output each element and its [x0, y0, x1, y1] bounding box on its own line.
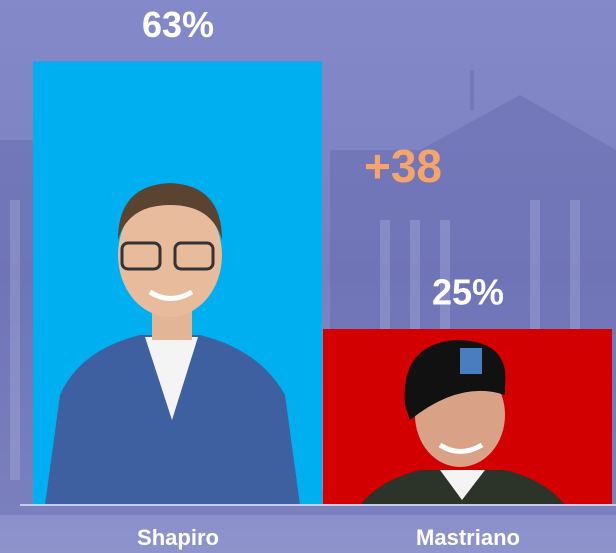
portrait-mastriano: [360, 340, 565, 505]
value-label: 63%: [142, 4, 214, 45]
portrait-shapiro: [45, 183, 300, 505]
value-label: 25%: [432, 272, 504, 313]
category-label: Mastriano: [416, 525, 520, 550]
category-label: Shapiro: [137, 525, 219, 550]
difference-annotation: +38: [364, 140, 442, 192]
building-columns: [10, 200, 580, 480]
